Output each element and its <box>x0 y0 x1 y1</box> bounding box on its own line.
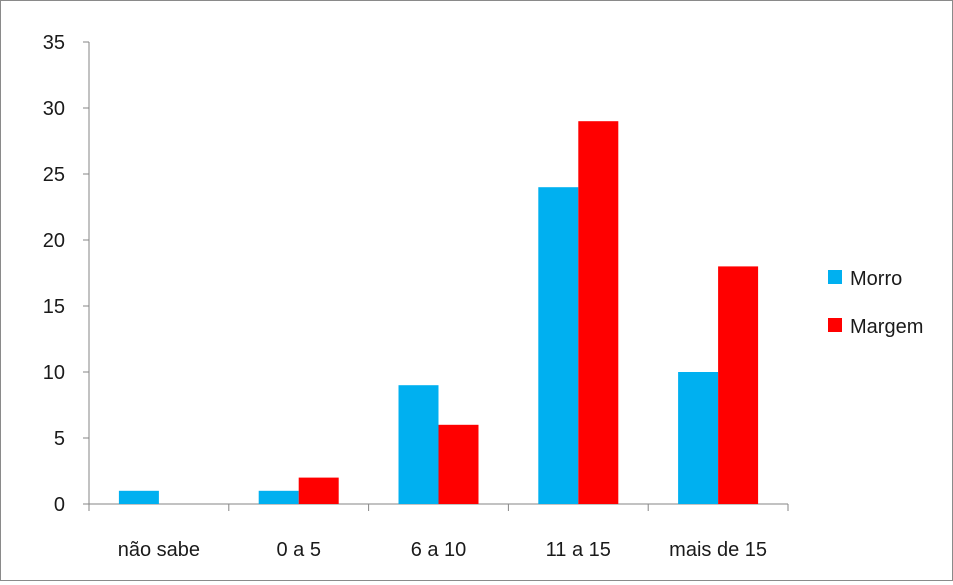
bar-morro <box>538 187 579 504</box>
x-tick-label: 11 a 15 <box>546 539 611 561</box>
legend-swatch <box>828 318 842 332</box>
y-tick-label: 5 <box>54 428 65 450</box>
y-tick-label: 20 <box>43 230 65 252</box>
legend: Morro Margem <box>828 268 923 338</box>
x-tick-label: 0 a 5 <box>276 539 320 561</box>
bar-margem <box>718 266 759 504</box>
legend-label: Morro <box>850 268 902 290</box>
x-tick-label: 6 a 10 <box>411 539 467 561</box>
bars <box>118 121 759 504</box>
y-tick-label: 10 <box>43 362 65 384</box>
y-tick-label: 25 <box>43 164 65 186</box>
y-axis: 0 5 10 15 20 25 30 35 <box>43 32 90 516</box>
bar-morro <box>398 385 439 504</box>
y-tick-label: 35 <box>43 32 65 54</box>
x-axis: não sabe 0 a 5 6 a 10 11 a 15 mais de 15 <box>88 503 789 561</box>
bar-morro <box>678 372 719 504</box>
legend-label: Margem <box>850 316 923 338</box>
bar-morro <box>118 490 159 504</box>
bar-margem <box>438 424 479 504</box>
y-tick-label: 15 <box>43 296 65 318</box>
bar-margem <box>298 477 339 504</box>
bar-morro <box>258 490 299 504</box>
bar-margem <box>578 121 619 504</box>
x-tick-label: não sabe <box>118 539 200 561</box>
x-tick-label: mais de 15 <box>669 539 767 561</box>
y-tick-label: 30 <box>43 98 65 120</box>
legend-swatch <box>828 270 842 284</box>
y-tick-label: 0 <box>54 494 65 516</box>
